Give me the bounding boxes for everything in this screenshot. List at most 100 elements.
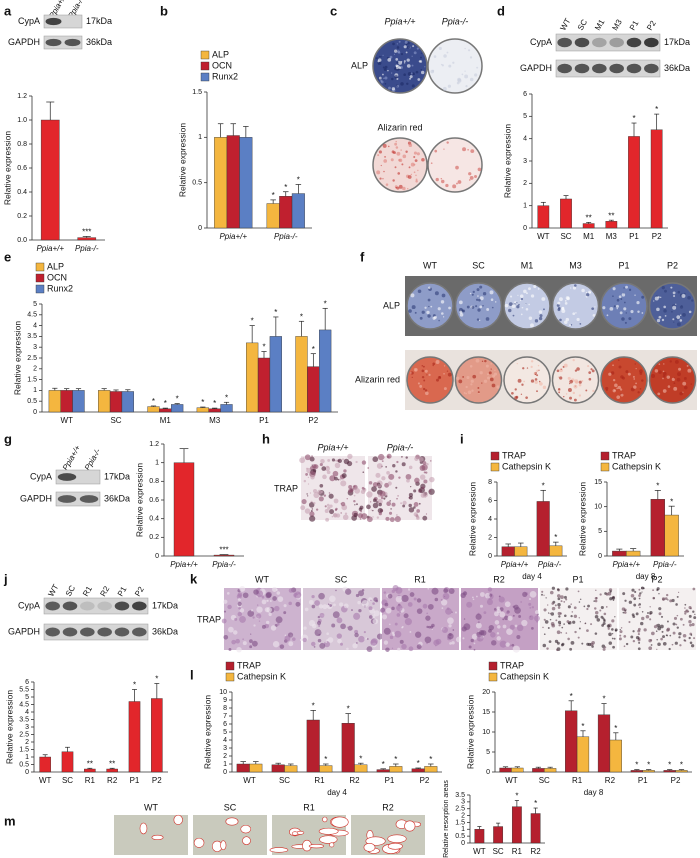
texture-dot <box>335 589 337 592</box>
y-tick-label: 8 <box>488 479 492 486</box>
texture-dot <box>616 387 619 390</box>
texture-dot <box>469 77 474 82</box>
texture-dot <box>468 179 471 181</box>
texture-dot <box>468 645 472 649</box>
texture-dot <box>471 596 474 599</box>
resorption-pit <box>319 835 338 844</box>
texture-dot <box>388 518 391 520</box>
texture-dot <box>422 603 428 609</box>
texture-dot <box>314 600 320 606</box>
texture-dot <box>543 594 545 596</box>
texture-dot <box>681 293 686 298</box>
texture-dot <box>581 379 584 383</box>
texture-dot <box>433 315 437 319</box>
texture-dot <box>623 645 626 648</box>
texture-dot <box>487 376 490 380</box>
texture-dot <box>383 627 391 635</box>
texture-dot <box>507 615 513 621</box>
size-label: 36kDa <box>104 493 130 503</box>
y-tick-label: 4 <box>488 516 492 523</box>
texture-dot <box>250 633 252 635</box>
texture-dot <box>637 604 640 606</box>
texture-dot <box>508 302 513 306</box>
texture-dot <box>594 306 596 308</box>
texture-dot <box>421 375 425 379</box>
x-axis-label: day 4 <box>327 788 347 797</box>
texture-dot <box>585 291 588 294</box>
texture-dot <box>680 305 683 307</box>
texture-dot <box>381 476 386 481</box>
texture-dot <box>672 631 676 635</box>
texture-dot <box>445 183 449 188</box>
texture-dot <box>406 58 410 62</box>
texture-dot <box>385 516 390 521</box>
texture-dot <box>343 469 347 473</box>
texture-dot <box>253 624 256 627</box>
texture-dot <box>441 312 444 315</box>
texture-dot <box>405 456 408 459</box>
texture-dot <box>388 511 393 515</box>
texture-dot <box>427 587 430 590</box>
texture-dot <box>396 68 398 70</box>
texture-dot <box>383 77 385 80</box>
blot-band <box>609 63 624 74</box>
texture-dot <box>638 588 641 591</box>
y-tick-label: 6 <box>25 679 29 686</box>
lane-label: Ppia+/+ <box>61 443 83 472</box>
texture-dot <box>397 84 399 87</box>
y-tick-label: 6 <box>523 91 527 98</box>
resorption-pit <box>173 814 183 825</box>
y-tick-label: 1 <box>461 826 465 833</box>
y-tick-label: 2 <box>223 753 227 760</box>
texture-dot <box>408 309 412 313</box>
y-tick-label: 1.2 <box>149 441 159 448</box>
texture-dot <box>469 365 473 368</box>
texture-dot <box>512 645 520 653</box>
texture-dot <box>632 639 636 643</box>
significance: * <box>300 312 303 321</box>
texture-dot <box>489 593 493 597</box>
texture-dot <box>573 398 577 402</box>
texture-dot <box>464 47 466 50</box>
texture-dot <box>414 159 418 163</box>
texture-dot <box>318 604 324 609</box>
row-label: ALP <box>383 300 400 310</box>
texture-dot <box>362 471 365 474</box>
texture-dot <box>525 303 527 305</box>
y-tick-label: 0.8 <box>149 478 159 485</box>
texture-dot <box>600 615 604 619</box>
texture-dot <box>356 642 358 644</box>
y-tick-label: 0.5 <box>455 833 465 840</box>
texture-dot <box>686 364 689 367</box>
texture-dot <box>576 317 580 322</box>
texture-dot <box>337 458 342 464</box>
texture-dot <box>383 497 386 500</box>
texture-dot <box>387 69 389 72</box>
texture-dot <box>682 381 687 386</box>
texture-dot <box>343 603 349 609</box>
texture-dot <box>383 591 387 594</box>
texture-dot <box>340 512 342 514</box>
texture-dot <box>504 303 509 308</box>
texture-dot <box>384 65 388 69</box>
x-tick-label: WT <box>39 776 52 785</box>
texture-dot <box>304 454 311 461</box>
texture-dot <box>674 641 678 645</box>
texture-dot <box>482 304 484 307</box>
texture-dot <box>424 389 428 392</box>
texture-dot <box>669 360 672 363</box>
y-tick-label: 0.2 <box>17 213 27 220</box>
y-tick-label: 15 <box>594 479 602 486</box>
texture-dot <box>556 369 560 373</box>
texture-dot <box>551 586 555 590</box>
texture-dot <box>448 306 451 310</box>
texture-dot <box>510 295 513 298</box>
texture-dot <box>301 498 307 505</box>
texture-dot <box>493 608 497 611</box>
texture-dot <box>458 300 463 305</box>
texture-dot <box>378 511 383 516</box>
texture-dot <box>317 638 322 643</box>
texture-dot <box>327 603 330 606</box>
texture-dot <box>661 630 664 633</box>
bar <box>266 203 280 229</box>
